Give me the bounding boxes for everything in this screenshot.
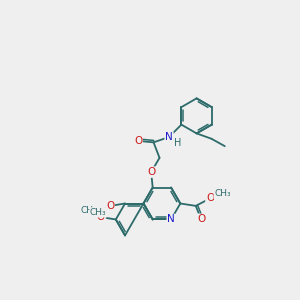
Text: O: O: [97, 212, 105, 222]
Text: O: O: [197, 214, 205, 224]
Text: O: O: [206, 194, 214, 203]
Text: CH₃: CH₃: [90, 208, 106, 217]
Text: O: O: [147, 167, 155, 177]
Text: H: H: [174, 138, 182, 148]
Text: CH₃: CH₃: [81, 206, 98, 215]
Text: CH₃: CH₃: [214, 190, 231, 199]
Text: O: O: [106, 201, 114, 211]
Text: O: O: [134, 136, 142, 146]
Text: N: N: [167, 214, 175, 224]
Text: N: N: [165, 132, 173, 142]
